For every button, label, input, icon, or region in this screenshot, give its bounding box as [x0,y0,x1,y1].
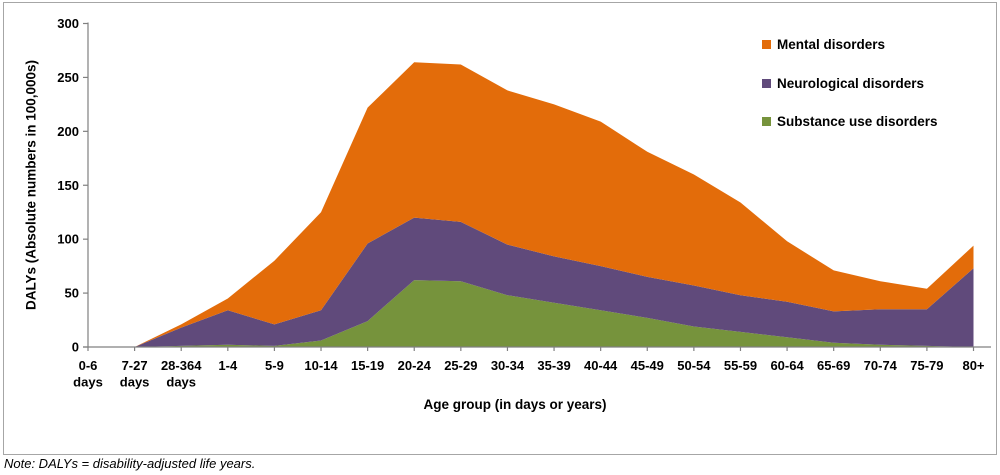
area-series-group [88,62,974,348]
x-tick-label: 15-19 [351,358,384,373]
y-tick-label: 300 [57,16,79,31]
neurological-disorders-swatch-icon [762,78,771,88]
y-tick-label: 250 [57,70,79,85]
x-tick-label: 10-14 [304,358,338,373]
y-tick-label: 0 [72,340,79,355]
x-tick-label: 28-364 days [161,358,202,390]
x-tick-label: 5-9 [265,358,284,373]
y-tick-label: 200 [57,124,79,139]
area-neurological-disorders [88,217,974,347]
y-tick-label: 50 [65,286,79,301]
legend-item-mental: Mental disorders [762,36,982,53]
x-tick-label: 35-39 [537,358,570,373]
area-substance-use-disorders [88,280,974,347]
x-tick-label: 30-34 [491,358,525,373]
x-tick-label: 75-79 [910,358,943,373]
area-mental-disorders [88,62,974,348]
mental-disorders-swatch-icon [762,40,771,49]
legend-label-neurological: Neurological disorders [777,75,925,91]
y-tick-label: 150 [57,178,79,193]
x-axis-title: Age group (in days or years) [423,397,607,412]
legend-item-substance: Substance use disorders [762,113,982,130]
x-tick-label: 1-4 [218,358,238,373]
x-tick-label: 0-6 days [73,358,103,390]
y-tick-label: 100 [57,232,79,247]
y-axis-title: DALYs (Absolute numbers in 100,000s) [23,59,39,311]
x-tick-label: 70-74 [864,358,898,373]
y-axis-ticks-and-labels: 0 50 100 150 200 250 300 [57,16,88,355]
x-tick-label: 50-54 [677,358,711,373]
legend-label-substance: Substance use disorders [777,114,938,129]
legend-label-mental: Mental disorders [777,37,886,52]
x-tick-label: 7-27 days [120,358,150,390]
x-tick-label: 55-59 [724,358,757,373]
footnote: Note: DALYs = disability-adjusted life y… [4,456,256,471]
x-tick-label: 45-49 [631,358,664,373]
x-tick-label: 60-64 [770,358,804,373]
chart-legend: Mental disorders Neurological disorders … [762,36,982,152]
x-tick-label: 80+ [962,358,984,373]
legend-item-neurological: Neurological disorders [762,75,982,92]
substance-use-disorders-swatch-icon [762,117,771,126]
x-axis-ticks-and-labels: 0-6 days 7-27 days 28-364 days 1-4 5-9 10-14 15-1… [73,347,985,390]
x-tick-label: 65-69 [817,358,850,373]
x-tick-label: 20-24 [398,358,432,373]
x-tick-label: 40-44 [584,358,618,373]
x-tick-label: 25-29 [444,358,477,373]
